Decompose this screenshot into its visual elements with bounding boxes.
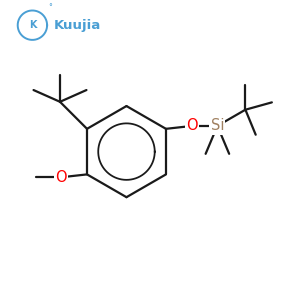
Text: O: O [55,170,66,185]
Text: Kuujia: Kuujia [54,19,101,32]
Text: K: K [29,20,36,30]
Text: O: O [187,118,198,134]
Text: °: ° [49,3,52,12]
Text: Si: Si [211,118,224,134]
